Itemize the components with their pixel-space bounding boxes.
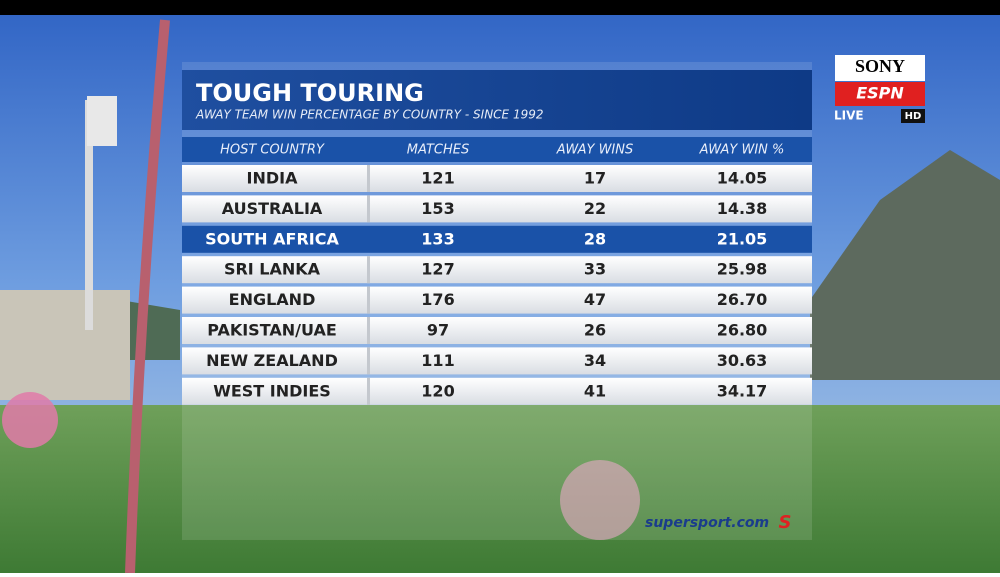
supersport-site: supersport.com — [645, 515, 769, 531]
host-country: PAKISTAN/UAE — [207, 321, 337, 340]
cell: 153 — [421, 199, 454, 218]
title: TOUGH TOURING — [196, 79, 424, 107]
cell: 47 — [584, 290, 606, 309]
cell: 97 — [427, 321, 449, 340]
flower — [2, 392, 58, 448]
host-country: WEST INDIES — [213, 381, 331, 400]
row-divider — [367, 195, 370, 223]
supersport-mark: S — [779, 512, 792, 533]
column-header: HOST COUNTRY — [220, 143, 325, 158]
row-divider — [367, 165, 370, 192]
row-background — [182, 286, 812, 314]
row-background — [182, 195, 812, 223]
cell: 22 — [584, 199, 606, 218]
row-divider — [367, 347, 370, 375]
cell: 34.17 — [717, 381, 768, 400]
cell: 127 — [421, 260, 454, 279]
cell: 34 — [584, 351, 606, 370]
column-header: AWAY WIN % — [699, 143, 785, 158]
cell: 17 — [584, 169, 606, 188]
title-bar — [182, 70, 812, 130]
row-background — [182, 377, 812, 405]
hd-label: HD — [905, 111, 922, 122]
cell: 41 — [584, 381, 606, 400]
cell: 111 — [421, 351, 454, 370]
row-divider — [367, 286, 370, 314]
hd-box — [901, 109, 925, 123]
cell: 14.05 — [717, 169, 768, 188]
cell: 14.38 — [717, 199, 768, 218]
subtitle: AWAY TEAM WIN PERCENTAGE BY COUNTRY - SI… — [195, 108, 543, 122]
host-country: SRI LANKA — [224, 260, 321, 279]
row-divider — [367, 377, 370, 405]
cell: 21.05 — [717, 229, 768, 248]
sony-logo: SONY — [855, 56, 905, 76]
row-background — [182, 165, 812, 192]
espn-logo: ESPN — [856, 84, 904, 103]
flower — [560, 460, 640, 540]
field — [0, 405, 1000, 573]
cell: 133 — [421, 229, 454, 248]
espn-box — [835, 82, 925, 106]
cell: 121 — [421, 169, 454, 188]
cell: 176 — [421, 290, 454, 309]
floodlight — [85, 100, 93, 330]
row-background — [182, 347, 812, 375]
host-country: AUSTRALIA — [222, 199, 323, 218]
cell: 33 — [584, 260, 606, 279]
floodlight-head — [87, 96, 117, 146]
row-background — [182, 256, 812, 284]
stand — [0, 290, 130, 400]
row-background — [182, 225, 812, 253]
host-country: NEW ZEALAND — [206, 351, 338, 370]
cell: 26.80 — [717, 321, 768, 340]
host-country: SOUTH AFRICA — [205, 229, 339, 248]
row-background — [182, 317, 812, 344]
cell: 28 — [584, 229, 606, 248]
header-row — [182, 137, 812, 162]
column-header: AWAY WINS — [556, 143, 634, 158]
host-country: ENGLAND — [229, 290, 316, 309]
cell: 120 — [421, 381, 454, 400]
live-label: LIVE — [834, 109, 864, 123]
cell: 26 — [584, 321, 606, 340]
table: HOST COUNTRY MATCHES AWAY WINS AWAY WIN % IN… — [182, 143, 812, 405]
cell: 26.70 — [717, 290, 768, 309]
row-divider — [367, 317, 370, 344]
flower-stem — [125, 19, 170, 574]
column-header: MATCHES — [407, 143, 469, 158]
mountain — [810, 150, 1000, 380]
cell: 30.63 — [717, 351, 768, 370]
top-bar — [0, 0, 1000, 15]
cell: 25.98 — [717, 260, 768, 279]
sony-box — [835, 55, 925, 81]
row-divider — [367, 256, 370, 284]
host-country: INDIA — [247, 169, 299, 188]
